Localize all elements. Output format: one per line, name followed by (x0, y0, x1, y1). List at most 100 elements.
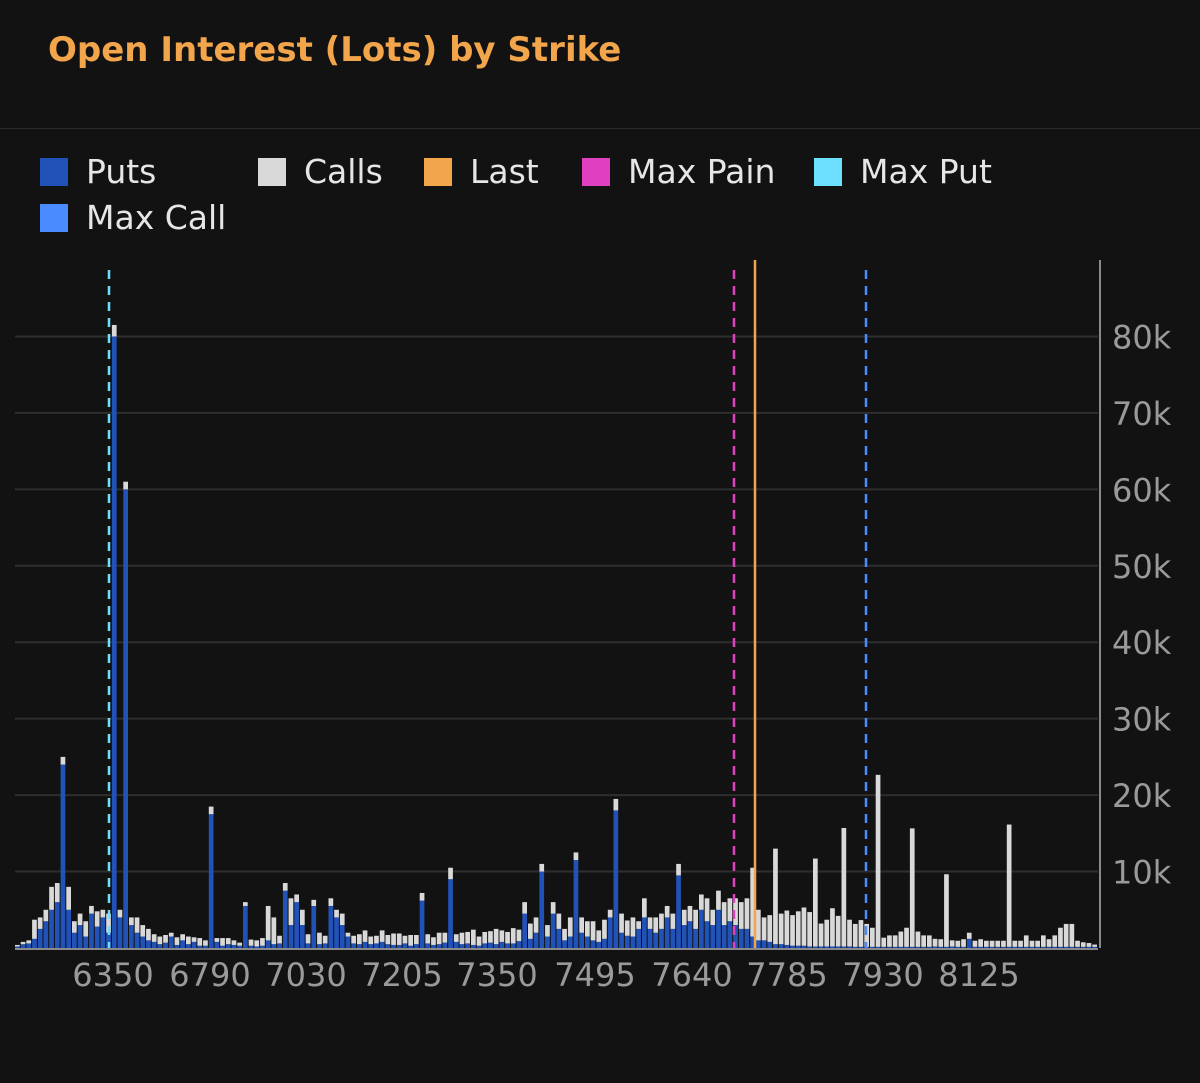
calls-bar (66, 886, 71, 910)
puts-bar (1046, 946, 1052, 948)
puts-bar (117, 917, 123, 948)
puts-bar (83, 936, 89, 948)
puts-bar (927, 946, 932, 948)
calls-bar (208, 806, 214, 815)
puts-bar (892, 946, 898, 948)
calls-bar (704, 898, 710, 922)
calls-bar (664, 905, 670, 918)
puts-bar (909, 946, 915, 948)
legend-item-puts[interactable]: Puts (40, 152, 156, 191)
y-tick-label: 20k (1112, 777, 1172, 815)
calls-bar (841, 827, 847, 947)
calls-bar (961, 939, 966, 947)
puts-bar (505, 943, 510, 948)
calls-bar (442, 932, 448, 943)
calls-bar (533, 917, 539, 933)
calls-bar (596, 930, 602, 942)
calls-bar (693, 909, 698, 929)
puts-bar (442, 942, 448, 948)
y-tick-label: 70k (1112, 395, 1172, 433)
puts-bar (191, 941, 197, 948)
calls-bar (334, 909, 339, 918)
calls-bar (1063, 923, 1069, 947)
calls-bar (602, 919, 607, 939)
calls-bar (744, 898, 750, 929)
calls-bar (311, 899, 317, 906)
calls-bar (670, 913, 676, 929)
calls-bar (453, 934, 459, 942)
puts-bar (106, 932, 111, 948)
puts-bar (716, 909, 721, 948)
calls-bar (767, 915, 773, 942)
calls-bar (510, 928, 516, 944)
x-tick-label: 7205 (361, 956, 442, 994)
calls-bar (374, 935, 379, 944)
puts-bar (174, 944, 180, 948)
puts-bar (978, 946, 983, 948)
puts-bar (579, 932, 584, 948)
calls-bar (1075, 940, 1080, 947)
calls-bar (556, 913, 562, 929)
calls-bar (499, 930, 505, 942)
legend-swatch-max-put (814, 157, 842, 186)
calls-bar (425, 934, 431, 944)
calls-bar (892, 935, 898, 947)
calls-bar (488, 931, 493, 943)
puts-bar (431, 944, 436, 948)
calls-bar (317, 932, 322, 945)
puts-bar (670, 928, 676, 948)
puts-bar (214, 941, 220, 948)
puts-bar (32, 938, 37, 948)
puts-bar (573, 860, 579, 948)
legend-item-max-pain[interactable]: Max Pain (582, 152, 775, 191)
legend-item-max-put[interactable]: Max Put (814, 152, 992, 191)
puts-bar (414, 944, 419, 948)
puts-bar (129, 925, 134, 948)
calls-bar (203, 940, 208, 946)
puts-bar (282, 890, 288, 948)
calls-bar (191, 937, 197, 942)
calls-bar (231, 940, 237, 945)
puts-bar (984, 946, 989, 948)
puts-bar (539, 871, 545, 948)
calls-bar (852, 923, 858, 947)
puts-bar (813, 946, 818, 948)
puts-bar (630, 936, 636, 948)
legend-swatch-max-pain (582, 157, 610, 186)
puts-bar (870, 946, 875, 948)
calls-bar (123, 481, 128, 490)
calls-bar (915, 931, 921, 947)
puts-bar (60, 764, 66, 948)
legend-item-max-call[interactable]: Max Call (40, 198, 226, 237)
calls-bar (77, 913, 83, 926)
calls-bar (60, 756, 66, 765)
calls-bar (300, 909, 305, 926)
puts-bar (761, 940, 767, 948)
puts-bar (642, 917, 647, 948)
calls-bar (163, 935, 168, 943)
calls-bar (989, 940, 995, 947)
calls-bar (636, 921, 641, 929)
puts-bar (339, 925, 345, 948)
puts-bar (961, 946, 966, 948)
puts-bar (1092, 946, 1097, 948)
calls-bar (904, 927, 909, 947)
puts-bar (944, 946, 949, 948)
calls-bar (134, 917, 140, 933)
legend-item-calls[interactable]: Calls (258, 152, 383, 191)
x-tick-label: 7030 (265, 956, 346, 994)
puts-bar (744, 928, 750, 948)
calls-bar (1006, 824, 1012, 947)
puts-bar (1041, 946, 1046, 948)
legend-item-last[interactable]: Last (424, 152, 539, 191)
puts-bar (186, 944, 191, 948)
puts-bar (471, 944, 476, 948)
puts-bar (379, 941, 385, 948)
calls-bar (1069, 923, 1075, 947)
puts-bar (459, 944, 465, 948)
puts-bar (921, 946, 926, 948)
calls-bar (1035, 940, 1040, 947)
puts-bar (533, 932, 539, 948)
puts-bar (66, 909, 71, 948)
y-tick-label: 60k (1112, 471, 1172, 509)
